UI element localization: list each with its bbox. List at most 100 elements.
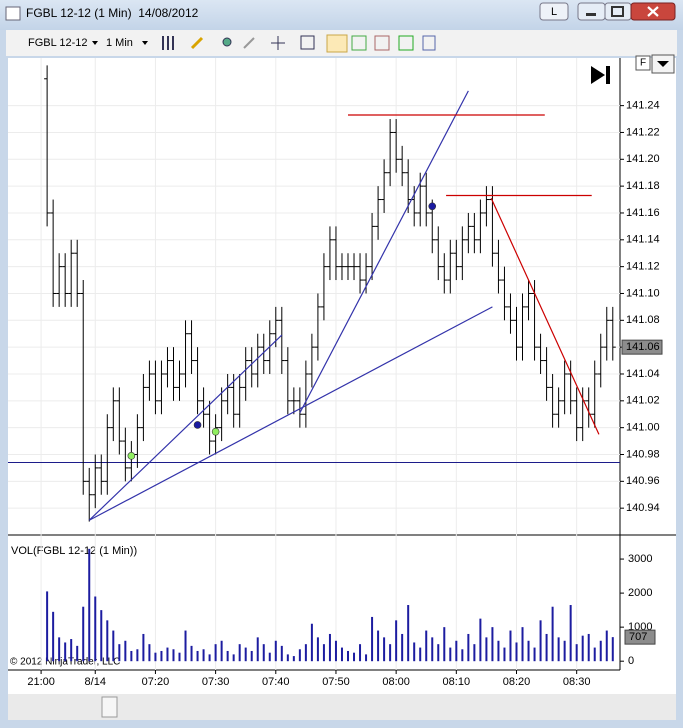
interval-selector[interactable]: 1 Min bbox=[106, 37, 133, 49]
volume-bar bbox=[136, 649, 139, 662]
volume-bar bbox=[286, 654, 289, 662]
minimize-button[interactable] bbox=[577, 2, 606, 21]
volume-bar bbox=[449, 647, 452, 662]
volume-bar bbox=[569, 605, 572, 662]
y-tick-label: 140.98 bbox=[626, 448, 660, 460]
volume-bar bbox=[232, 654, 235, 662]
volume-bar bbox=[64, 642, 67, 662]
volume-bar bbox=[118, 644, 121, 662]
volume-bar bbox=[581, 635, 584, 662]
volume-bar bbox=[298, 649, 301, 662]
trend-line bbox=[490, 197, 600, 435]
signal-dot bbox=[211, 427, 220, 436]
volume-bar bbox=[575, 644, 578, 662]
scroll-thumb[interactable] bbox=[101, 696, 118, 718]
volume-bar bbox=[425, 630, 428, 662]
window-title: FGBL 12-12 (1 Min) 14/08/2012 bbox=[26, 6, 199, 20]
volume-bar bbox=[359, 644, 362, 662]
volume-bar bbox=[497, 640, 500, 662]
volume-bar bbox=[106, 620, 109, 662]
volume-bar bbox=[443, 627, 446, 662]
last-price-box bbox=[621, 339, 663, 355]
volume-bar bbox=[371, 616, 374, 662]
volume-bar bbox=[455, 640, 458, 662]
volume-bar bbox=[322, 644, 325, 662]
volume-bar bbox=[82, 606, 85, 662]
y-tick-label: 141.24 bbox=[626, 100, 660, 112]
volume-bar bbox=[100, 610, 103, 662]
signal-dot bbox=[428, 202, 437, 211]
x-tick-label: 07:20 bbox=[142, 676, 170, 688]
minimize-icon bbox=[586, 13, 596, 16]
volume-bar bbox=[190, 645, 193, 662]
volume-bar bbox=[76, 645, 79, 662]
volume-bar bbox=[587, 633, 590, 662]
y-tick-label: 140.94 bbox=[626, 502, 660, 514]
x-tick-label: 8/14 bbox=[85, 676, 106, 688]
volume-bar bbox=[196, 650, 199, 662]
last-price-label: 141.06 bbox=[626, 341, 660, 353]
volume-bar bbox=[485, 637, 488, 662]
volume-bar bbox=[479, 618, 482, 662]
y-tick-label: 141.04 bbox=[626, 368, 660, 380]
l-button-label[interactable]: L bbox=[551, 6, 557, 18]
l-button[interactable] bbox=[539, 2, 569, 21]
volume-bar bbox=[611, 637, 614, 662]
x-tick-label: 08:20 bbox=[503, 676, 531, 688]
volume-bar bbox=[178, 652, 181, 662]
y-tick-label: 2000 bbox=[628, 587, 652, 599]
go-to-end[interactable] bbox=[591, 66, 610, 84]
x-tick-label: 07:50 bbox=[322, 676, 350, 688]
volume-bar bbox=[112, 630, 115, 662]
volume-bar bbox=[304, 644, 307, 662]
volume-bar bbox=[437, 644, 440, 662]
y-tick-label: 141.10 bbox=[626, 287, 660, 299]
volume-bar bbox=[521, 627, 524, 662]
maximize-icon bbox=[611, 6, 624, 17]
scrollbar[interactable] bbox=[8, 694, 676, 720]
y-tick-label: 141.14 bbox=[626, 234, 660, 246]
volume-bar bbox=[353, 652, 356, 662]
volume-bar bbox=[383, 637, 386, 662]
volume-bar bbox=[377, 630, 380, 662]
volume-bar bbox=[545, 633, 548, 662]
volume-bar bbox=[413, 642, 416, 662]
volume-bar bbox=[310, 623, 313, 662]
app-icon bbox=[5, 6, 21, 21]
volume-bar bbox=[166, 647, 169, 662]
volume-bar bbox=[208, 654, 211, 662]
volume-bar bbox=[238, 644, 241, 662]
volume-bar bbox=[473, 644, 476, 662]
volume-bar bbox=[88, 548, 91, 662]
volume-bar bbox=[365, 654, 368, 662]
volume-bar bbox=[94, 596, 97, 662]
trend-line bbox=[88, 306, 493, 521]
dropdown-arrow bbox=[92, 41, 98, 45]
volume-bar bbox=[467, 633, 470, 662]
trend-line bbox=[299, 90, 469, 414]
volume-bar bbox=[605, 630, 608, 662]
f-button-label[interactable]: F bbox=[640, 58, 646, 69]
y-tick-label: 0 bbox=[628, 655, 634, 667]
toolbar-icons[interactable] bbox=[162, 34, 436, 53]
maximize-button[interactable] bbox=[604, 2, 632, 21]
volume-bar bbox=[268, 652, 271, 662]
volume-bar bbox=[58, 637, 61, 662]
volume-bar bbox=[124, 640, 127, 662]
volume-bar bbox=[491, 627, 494, 662]
volume-bar bbox=[533, 647, 536, 662]
instrument-selector[interactable]: FGBL 12-12 bbox=[28, 37, 88, 49]
f-button[interactable] bbox=[635, 55, 651, 71]
volume-bar bbox=[226, 650, 229, 662]
volume-bar bbox=[515, 642, 518, 662]
volume-bar bbox=[262, 644, 265, 662]
x-tick-label: 08:10 bbox=[443, 676, 471, 688]
volume-bar bbox=[70, 639, 73, 662]
volume-bar bbox=[244, 647, 247, 662]
last-volume-box bbox=[624, 629, 656, 645]
volume-bar bbox=[202, 649, 205, 662]
volume-bar bbox=[503, 647, 506, 662]
volume-bar bbox=[250, 650, 253, 662]
volume-bar bbox=[280, 645, 283, 662]
volume-bar bbox=[395, 620, 398, 662]
